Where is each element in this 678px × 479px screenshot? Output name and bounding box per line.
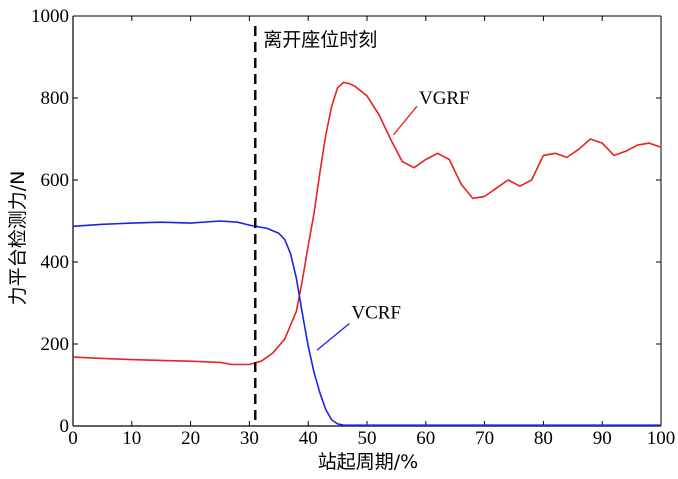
y-tick-label: 400 xyxy=(41,252,70,273)
y-tick-label: 1000 xyxy=(31,6,69,27)
x-tick-label: 90 xyxy=(593,428,612,449)
y-tick-label: 0 xyxy=(60,416,70,437)
x-tick-label: 100 xyxy=(647,428,676,449)
y-tick-label: 200 xyxy=(41,334,70,355)
series-lines xyxy=(72,81,662,427)
departure-moment-label: 离开座位时刻 xyxy=(263,29,377,51)
x-tick-label: 30 xyxy=(240,428,259,449)
x-tick-label: 0 xyxy=(68,428,78,449)
y-tick-label: 600 xyxy=(41,170,70,191)
series-line-vgrf xyxy=(72,81,662,366)
axes xyxy=(72,15,662,427)
x-tick-label: 40 xyxy=(299,428,318,449)
y-tick-label: 800 xyxy=(41,88,70,109)
x-tick-label: 10 xyxy=(122,428,141,449)
x-tick-label: 60 xyxy=(416,428,435,449)
series-label-vgrf: VGRF xyxy=(419,88,470,109)
series-label-leader-vcrf xyxy=(316,322,350,351)
y-axis-title: 力平台检测力/N xyxy=(7,171,29,306)
series-label-vcrf: VCRF xyxy=(351,303,401,324)
annotations: 离开座位时刻 VGRF VCRF xyxy=(254,26,470,426)
tick-marks xyxy=(72,15,662,427)
x-tick-label: 50 xyxy=(358,428,377,449)
series-line-vcrf xyxy=(72,220,661,427)
series-label-leader-vgrf xyxy=(392,105,418,136)
x-tick-label: 70 xyxy=(475,428,494,449)
x-tick-label: 80 xyxy=(534,428,553,449)
x-axis-title: 站起周期/% xyxy=(318,451,418,473)
x-tick-label: 20 xyxy=(181,428,200,449)
